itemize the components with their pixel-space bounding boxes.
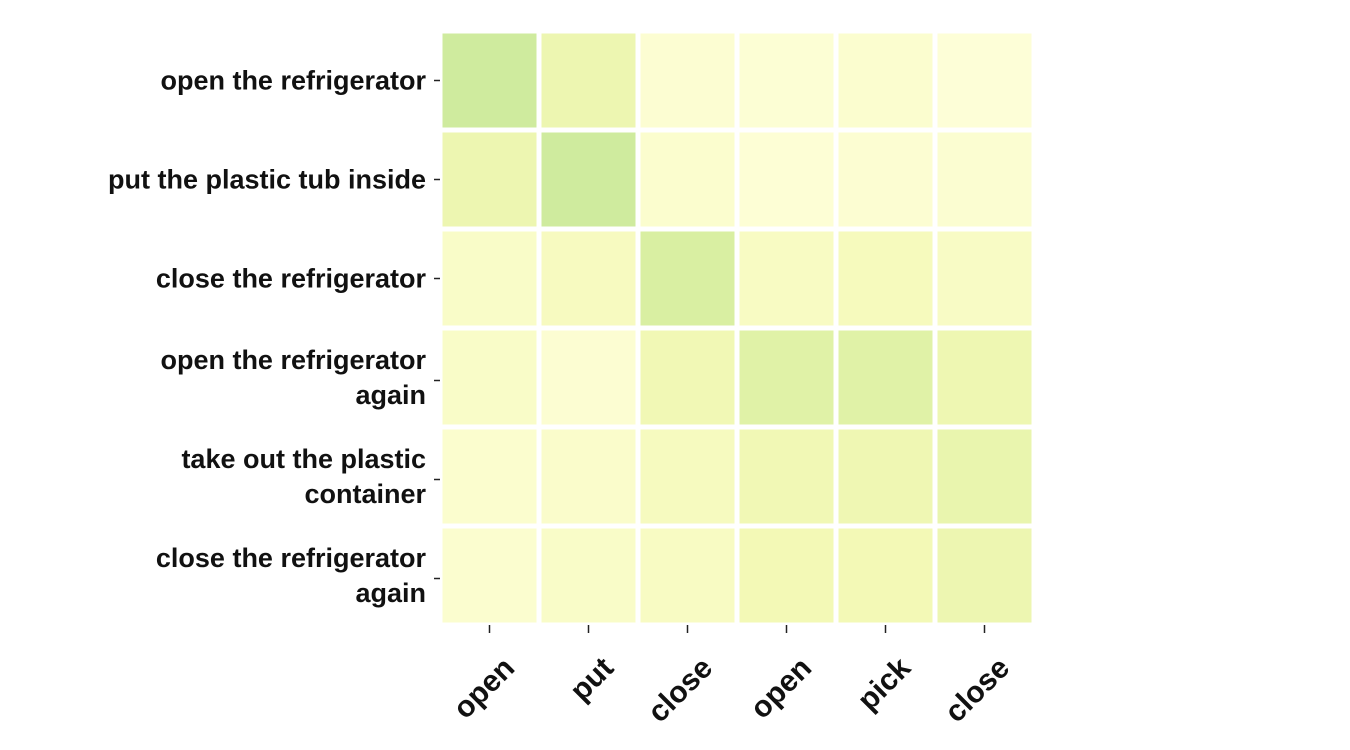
heatmap-cell bbox=[833, 325, 938, 430]
heatmap-cell bbox=[734, 424, 839, 529]
heatmap-cell bbox=[536, 424, 641, 529]
heatmap-cell bbox=[734, 127, 839, 232]
heatmap-cell bbox=[932, 226, 1037, 331]
heatmap-cell bbox=[635, 523, 740, 628]
heatmap-cell bbox=[536, 127, 641, 232]
heatmap-cell bbox=[932, 424, 1037, 529]
column-label: put bbox=[564, 651, 620, 707]
heatmap-cell bbox=[437, 325, 542, 430]
heatmap-cell bbox=[437, 127, 542, 232]
row-label: open the refrigerator bbox=[160, 66, 426, 96]
heatmap-cell bbox=[635, 226, 740, 331]
row-label: close the refrigerator bbox=[156, 264, 427, 294]
heatmap-cell bbox=[833, 226, 938, 331]
heatmap-cell bbox=[833, 127, 938, 232]
heatmap-cell bbox=[734, 226, 839, 331]
heatmap-cells bbox=[437, 28, 1037, 628]
column-label: open bbox=[744, 651, 818, 725]
heatmap-cell bbox=[635, 127, 740, 232]
heatmap-cell bbox=[833, 424, 938, 529]
heatmap-cell bbox=[437, 523, 542, 628]
heatmap-cell bbox=[734, 523, 839, 628]
heatmap-cell bbox=[833, 28, 938, 133]
heatmap-cell bbox=[536, 226, 641, 331]
heatmap-cell bbox=[932, 127, 1037, 232]
heatmap-cell bbox=[635, 325, 740, 430]
column-label: pick bbox=[851, 651, 917, 717]
heatmap-cell bbox=[635, 28, 740, 133]
column-labels: open put close open pick close bbox=[447, 625, 1016, 729]
row-label: put the plastic tub inside bbox=[108, 165, 426, 195]
column-label: close bbox=[642, 651, 720, 729]
heatmap-cell bbox=[932, 523, 1037, 628]
row-label: close the refrigerator again bbox=[156, 543, 427, 608]
heatmap-cell bbox=[437, 28, 542, 133]
heatmap-cell bbox=[932, 28, 1037, 133]
heatmap-cell bbox=[734, 28, 839, 133]
heatmap-cell bbox=[536, 523, 641, 628]
row-label: take out the plastic container bbox=[181, 444, 426, 509]
row-label: open the refrigerator again bbox=[160, 345, 426, 410]
heatmap-cell bbox=[833, 523, 938, 628]
heatmap-cell bbox=[932, 325, 1037, 430]
column-label: close bbox=[939, 651, 1017, 729]
column-label: open bbox=[447, 651, 521, 725]
heatmap-cell bbox=[437, 424, 542, 529]
heatmap-cell bbox=[536, 325, 641, 430]
heatmap-cell bbox=[437, 226, 542, 331]
heatmap-cell bbox=[734, 325, 839, 430]
heatmap-cell bbox=[635, 424, 740, 529]
heatmap-cell bbox=[536, 28, 641, 133]
row-labels: open the refrigerator put the plastic tub… bbox=[108, 66, 440, 608]
